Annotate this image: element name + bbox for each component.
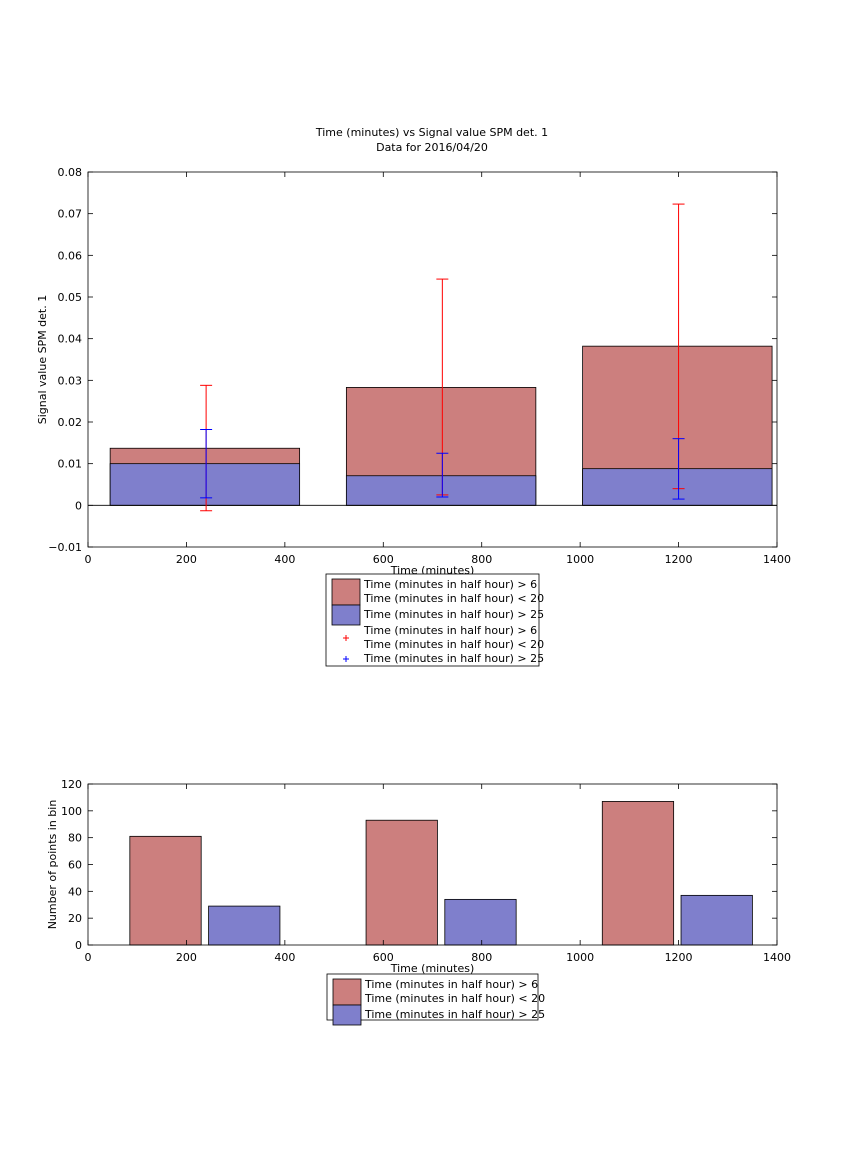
y-tick-label: 120 [61, 778, 82, 791]
x-axis-title: Time (minutes) [390, 962, 475, 975]
y-tick-label: 80 [68, 832, 82, 845]
legend-label: Time (minutes in half hour) > 25 [363, 608, 544, 621]
legend-swatch [332, 1004, 362, 1026]
signal-chart: 0 200 400 600 800 1000 1200 1400−0.0100.010.020… [36, 166, 791, 667]
axes-box [87, 171, 778, 548]
y-tick-label: −0.01 [48, 541, 82, 554]
bar-series0-1 [365, 819, 438, 946]
y-tick-label: 0.04 [58, 333, 83, 346]
legend-label: Time (minutes in half hour) > 6 [363, 578, 537, 591]
errorbar-series1-0 [200, 429, 213, 499]
x-tick-label: 200 [176, 951, 197, 964]
x-tick-label: 1200 [665, 951, 693, 964]
y-tick-label: 60 [68, 859, 82, 872]
legend-label: Time (minutes in half hour) < 20 [363, 638, 544, 651]
y-tick-label: 0 [75, 939, 82, 952]
legend-label: Time (minutes in half hour) > 6 [364, 978, 538, 991]
y-axis-title: Number of points in bin [46, 800, 59, 930]
plot-title-group: Time (minutes) vs Signal value SPM det. … [315, 126, 548, 154]
x-tick-label: 1400 [763, 951, 791, 964]
x-tick-label: 0 [85, 951, 92, 964]
x-tick-label: 800 [471, 951, 492, 964]
errorbar-series1-1 [436, 452, 449, 498]
y-tick-label: 100 [61, 805, 82, 818]
x-tick-label: 400 [274, 553, 295, 566]
bar-series1-0 [109, 463, 301, 506]
legend-entry-3: Time (minutes in half hour) > 25 [343, 652, 544, 665]
bar-series1-1 [345, 475, 537, 506]
legend-entry-1: Time (minutes in half hour) > 25 [332, 1004, 545, 1026]
x-tick-label: 400 [274, 951, 295, 964]
y-tick-label: 20 [68, 912, 82, 925]
bar-series1-1 [444, 898, 517, 946]
y-tick-label: 0.06 [58, 249, 83, 262]
bar-series1-2 [680, 894, 753, 946]
y-tick-label: 0.03 [58, 374, 83, 387]
legend-label: Time (minutes in half hour) > 25 [364, 1008, 545, 1021]
x-tick-label: 800 [471, 553, 492, 566]
legend-label: Time (minutes in half hour) > 6 [363, 624, 537, 637]
y-tick-label: 0.08 [58, 166, 83, 179]
bar-series1-2 [582, 468, 773, 506]
count-chart: 0 200 400 600 800 1000 1200 1400 0 20 40 60 80 100 120… [46, 778, 791, 1026]
x-tick-label: 1000 [566, 553, 594, 566]
errorbar-series1-2 [672, 438, 685, 500]
legend-swatch [331, 604, 361, 626]
y-tick-label: 0 [75, 499, 82, 512]
x-tick-label: 1400 [763, 553, 791, 566]
legend-box [326, 973, 539, 1021]
bar-series0-0 [129, 835, 202, 946]
x-tick-label: 1000 [566, 951, 594, 964]
x-tick-label: 0 [85, 553, 92, 566]
legend-swatch [332, 978, 362, 1006]
legend-label: Time (minutes in half hour) < 20 [364, 992, 545, 1005]
x-tick-label: 600 [373, 951, 394, 964]
x-tick-label: 600 [373, 553, 394, 566]
x-tick-label: 1200 [665, 553, 693, 566]
bar-series1-0 [208, 905, 281, 946]
x-tick-label: 200 [176, 553, 197, 566]
y-tick-label: 0.01 [58, 458, 83, 471]
y-axis-title: Signal value SPM det. 1 [36, 295, 49, 425]
y-tick-label: 40 [68, 885, 82, 898]
y-tick-label: 0.02 [58, 416, 83, 429]
legend-box [325, 573, 540, 667]
legend-label: Time (minutes in half hour) < 20 [363, 592, 544, 605]
legend-swatch [331, 578, 361, 606]
plot-subtitle: Data for 2016/04/20 [376, 141, 488, 154]
y-tick-label: 0.07 [58, 208, 83, 221]
legend-label: Time (minutes in half hour) > 25 [363, 652, 544, 665]
legend-entry-1: Time (minutes in half hour) > 25 [331, 604, 544, 626]
y-tick-label: 0.05 [58, 291, 83, 304]
plot-title: Time (minutes) vs Signal value SPM det. … [315, 126, 548, 139]
bar-series0-2 [601, 801, 675, 946]
